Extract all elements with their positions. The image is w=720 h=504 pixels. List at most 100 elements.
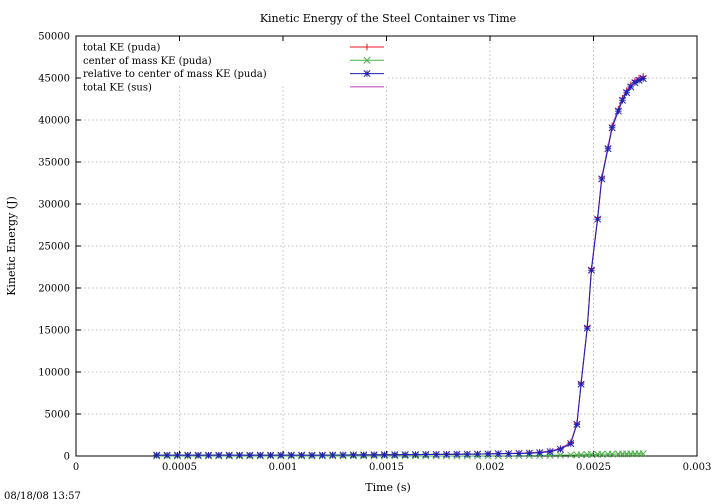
star-marker (546, 448, 554, 456)
star-marker (608, 124, 616, 132)
legend-label: relative to center of mass KE (puda) (83, 69, 267, 80)
star-marker (401, 451, 409, 459)
legend-label: center of mass KE (puda) (83, 56, 212, 67)
x-tick-label: 0.0015 (369, 462, 404, 473)
star-marker (225, 451, 233, 459)
x-tick-label: 0 (73, 462, 79, 473)
star-marker (256, 451, 264, 459)
grid-lines (76, 36, 697, 456)
plus-marker (363, 43, 371, 51)
star-marker (329, 451, 337, 459)
star-marker (432, 450, 440, 458)
series-0 (153, 73, 647, 459)
star-marker (598, 175, 606, 183)
x-marker (567, 451, 575, 459)
x-marker (639, 450, 647, 458)
x-marker (556, 451, 564, 459)
y-tick-label: 25000 (38, 242, 70, 253)
legend-background (78, 38, 388, 84)
x-marker (608, 450, 616, 458)
y-tick-label: 20000 (38, 284, 70, 295)
y-tick-label: 35000 (38, 158, 70, 169)
star-marker (391, 451, 399, 459)
x-tick-label: 0.0005 (162, 462, 197, 473)
star-marker (318, 451, 326, 459)
star-marker (639, 75, 647, 83)
y-axis-label: Kinetic Energy (J) (5, 196, 18, 296)
y-tick-label: 15000 (38, 326, 70, 337)
series-line (156, 75, 644, 456)
axis-ticks: 0 0.0005 0.001 0.0015 0.002 0.0025 0.003 0 5000 1… (38, 32, 711, 474)
star-marker (411, 451, 420, 459)
y-tick-label: 30000 (38, 200, 70, 211)
star-marker (604, 145, 612, 153)
star-marker (363, 70, 371, 78)
x-tick-label: 0.002 (476, 462, 505, 473)
y-tick-label: 5000 (45, 410, 70, 421)
star-marker (484, 450, 492, 458)
star-marker (587, 266, 595, 274)
y-tick-label: 10000 (38, 368, 70, 379)
star-marker (618, 96, 627, 104)
star-marker (525, 449, 533, 457)
star-marker (194, 451, 202, 459)
series-line (156, 75, 644, 456)
star-marker (287, 451, 295, 459)
x-tick-label: 0.003 (683, 462, 712, 473)
y-tick-label: 45000 (38, 74, 70, 85)
star-marker (594, 215, 602, 223)
star-marker (267, 451, 275, 459)
x-axis-label: Time (s) (365, 481, 411, 494)
x-marker (598, 450, 606, 458)
timestamp: 08/18/08 13:57 (4, 491, 81, 502)
star-marker (370, 451, 378, 459)
x-marker (363, 56, 371, 64)
legend: total KE (puda) center of mass KE (puda) r… (83, 43, 384, 93)
star-marker (308, 451, 316, 459)
star-marker (453, 450, 461, 458)
x-tick-label: 0.0025 (576, 462, 611, 473)
star-marker (349, 451, 357, 459)
star-marker (235, 451, 244, 459)
legend-label: total KE (puda) (83, 43, 160, 54)
y-tick-label: 0 (64, 452, 70, 463)
star-marker (215, 451, 223, 459)
star-marker (631, 79, 639, 87)
series-2 (153, 75, 647, 459)
chart-title: Kinetic Energy of the Steel Container vs… (260, 12, 516, 25)
star-marker (184, 451, 192, 459)
star-marker (474, 450, 482, 458)
star-marker (635, 76, 643, 84)
star-marker (204, 451, 213, 459)
star-marker (298, 451, 306, 459)
star-marker (505, 450, 513, 458)
star-marker (339, 451, 347, 459)
x-marker (577, 451, 585, 459)
legend-label: total KE (sus) (83, 82, 152, 93)
star-marker (277, 451, 285, 459)
star-marker (515, 449, 523, 458)
star-marker (583, 324, 591, 332)
x-tick-label: 0.001 (269, 462, 298, 473)
star-marker (567, 440, 575, 448)
star-marker (463, 450, 471, 458)
series-group (153, 73, 647, 460)
star-marker (627, 83, 635, 91)
star-marker (623, 89, 631, 97)
y-tick-label: 40000 (38, 116, 70, 127)
series-line (156, 78, 644, 456)
star-marker (153, 451, 161, 459)
star-marker (577, 380, 585, 388)
star-marker (163, 451, 171, 459)
star-marker (573, 420, 581, 428)
star-marker (422, 450, 430, 459)
star-marker (614, 107, 622, 115)
series-3 (156, 75, 644, 456)
star-marker (173, 451, 181, 459)
star-marker (360, 451, 368, 459)
star-marker (536, 449, 544, 457)
star-marker (494, 450, 502, 458)
star-marker (556, 445, 564, 453)
x-marker (587, 450, 595, 459)
